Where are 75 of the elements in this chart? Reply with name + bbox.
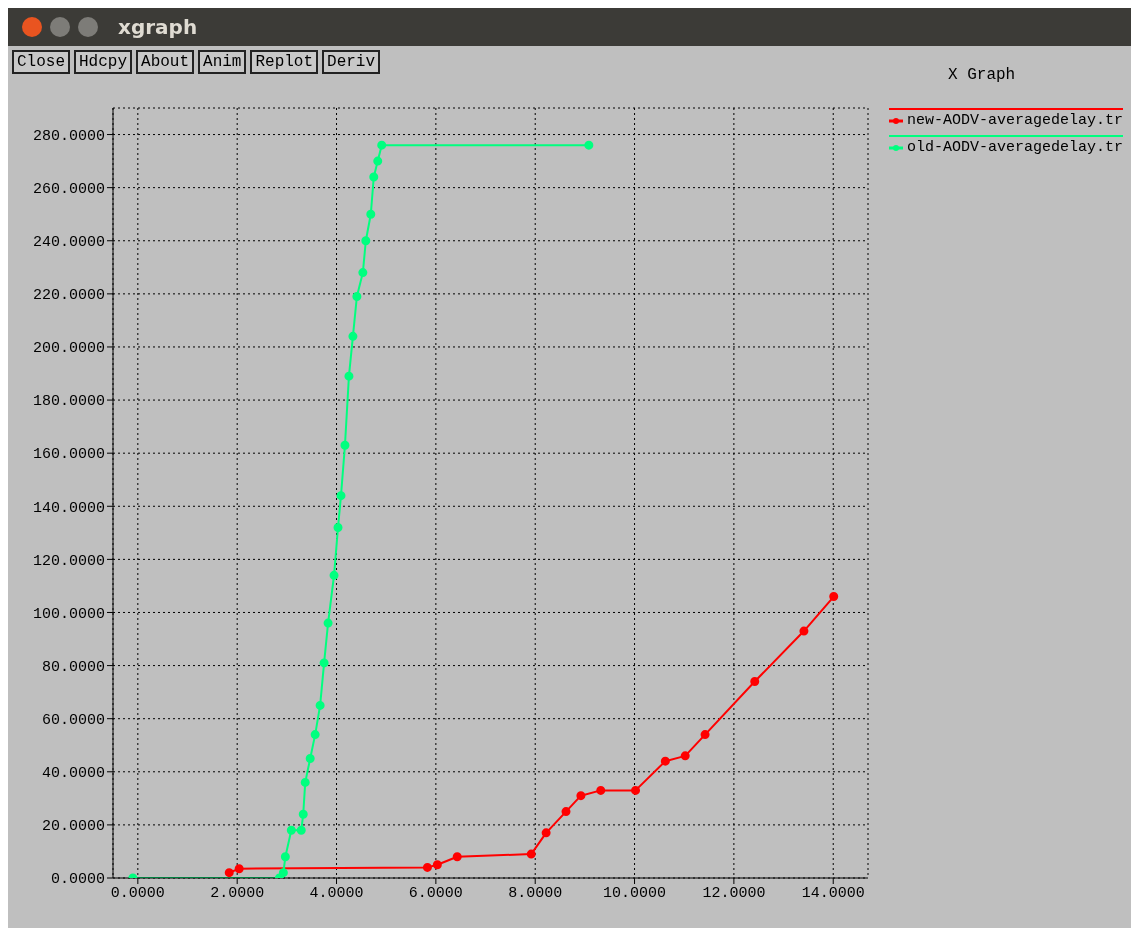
point [631, 785, 641, 795]
point [541, 828, 551, 838]
point [432, 860, 442, 870]
point [333, 523, 343, 533]
text: Hdcpy [74, 50, 133, 74]
point [526, 849, 536, 859]
point [584, 140, 594, 150]
legend-label: new-AODV-averagedelay.tr [906, 112, 1123, 129]
x-tick-label: 6.0000 [408, 884, 463, 902]
x-tick-label: 2.0000 [210, 884, 265, 902]
point [829, 592, 839, 602]
y-tick-label: 100.0000 [32, 605, 105, 623]
point [280, 852, 290, 862]
x-tick-label: 4.0000 [309, 884, 364, 902]
y-tick-label: 280.0000 [32, 127, 105, 145]
x-tick-label: 14.0000 [801, 884, 865, 902]
y-tick-label: 220.0000 [32, 287, 105, 305]
point [344, 371, 354, 381]
point [366, 209, 376, 219]
y-tick-label: 0.0000 [50, 871, 105, 889]
point [305, 754, 315, 764]
point [422, 862, 432, 872]
x-tick-label: 10.0000 [603, 884, 667, 902]
point [224, 868, 234, 878]
y-tick-label: 180.0000 [32, 393, 105, 411]
point [348, 331, 358, 341]
point [700, 730, 710, 740]
point [296, 825, 306, 835]
point [234, 864, 244, 874]
y-tick-label: 80.0000 [41, 658, 105, 676]
point [319, 658, 329, 668]
text: Replot [250, 50, 319, 74]
point [358, 268, 368, 278]
y-tick-label: 60.0000 [41, 712, 105, 730]
point [329, 570, 339, 580]
x-tick-label: 12.0000 [702, 884, 766, 902]
point [352, 292, 362, 302]
x-tick-label: 8.0000 [508, 884, 563, 902]
text: X Graph [948, 66, 1016, 84]
y-tick-label: 200.0000 [32, 340, 105, 358]
point [452, 852, 462, 862]
point [340, 440, 350, 450]
point [750, 677, 760, 687]
point [361, 236, 371, 246]
x-tick-label: 0.0000 [110, 884, 165, 902]
point [298, 809, 308, 819]
point [278, 868, 288, 878]
point [315, 700, 325, 710]
y-tick-label: 160.0000 [32, 446, 105, 464]
text: Anim [198, 50, 247, 74]
point [680, 751, 690, 761]
text: About [136, 50, 195, 74]
point [596, 785, 606, 795]
text: Deriv [322, 50, 381, 74]
point [377, 140, 387, 150]
point [310, 730, 320, 740]
point [561, 807, 571, 817]
point [576, 791, 586, 801]
point [373, 156, 383, 166]
y-tick-label: 140.0000 [32, 499, 105, 517]
point [369, 172, 379, 182]
point [323, 618, 333, 628]
y-tick-label: 120.0000 [32, 552, 105, 570]
y-tick-label: 20.0000 [41, 818, 105, 836]
point [300, 777, 310, 787]
legend-label: old-AODV-averagedelay.tr [906, 139, 1123, 156]
point [660, 756, 670, 766]
point [286, 825, 296, 835]
y-tick-label: 240.0000 [32, 234, 105, 252]
point [336, 491, 346, 501]
y-tick-label: 40.0000 [41, 765, 105, 783]
y-tick-label: 260.0000 [32, 180, 105, 198]
text: Close [12, 50, 71, 74]
text: xgraph [118, 15, 198, 39]
point [799, 626, 809, 636]
